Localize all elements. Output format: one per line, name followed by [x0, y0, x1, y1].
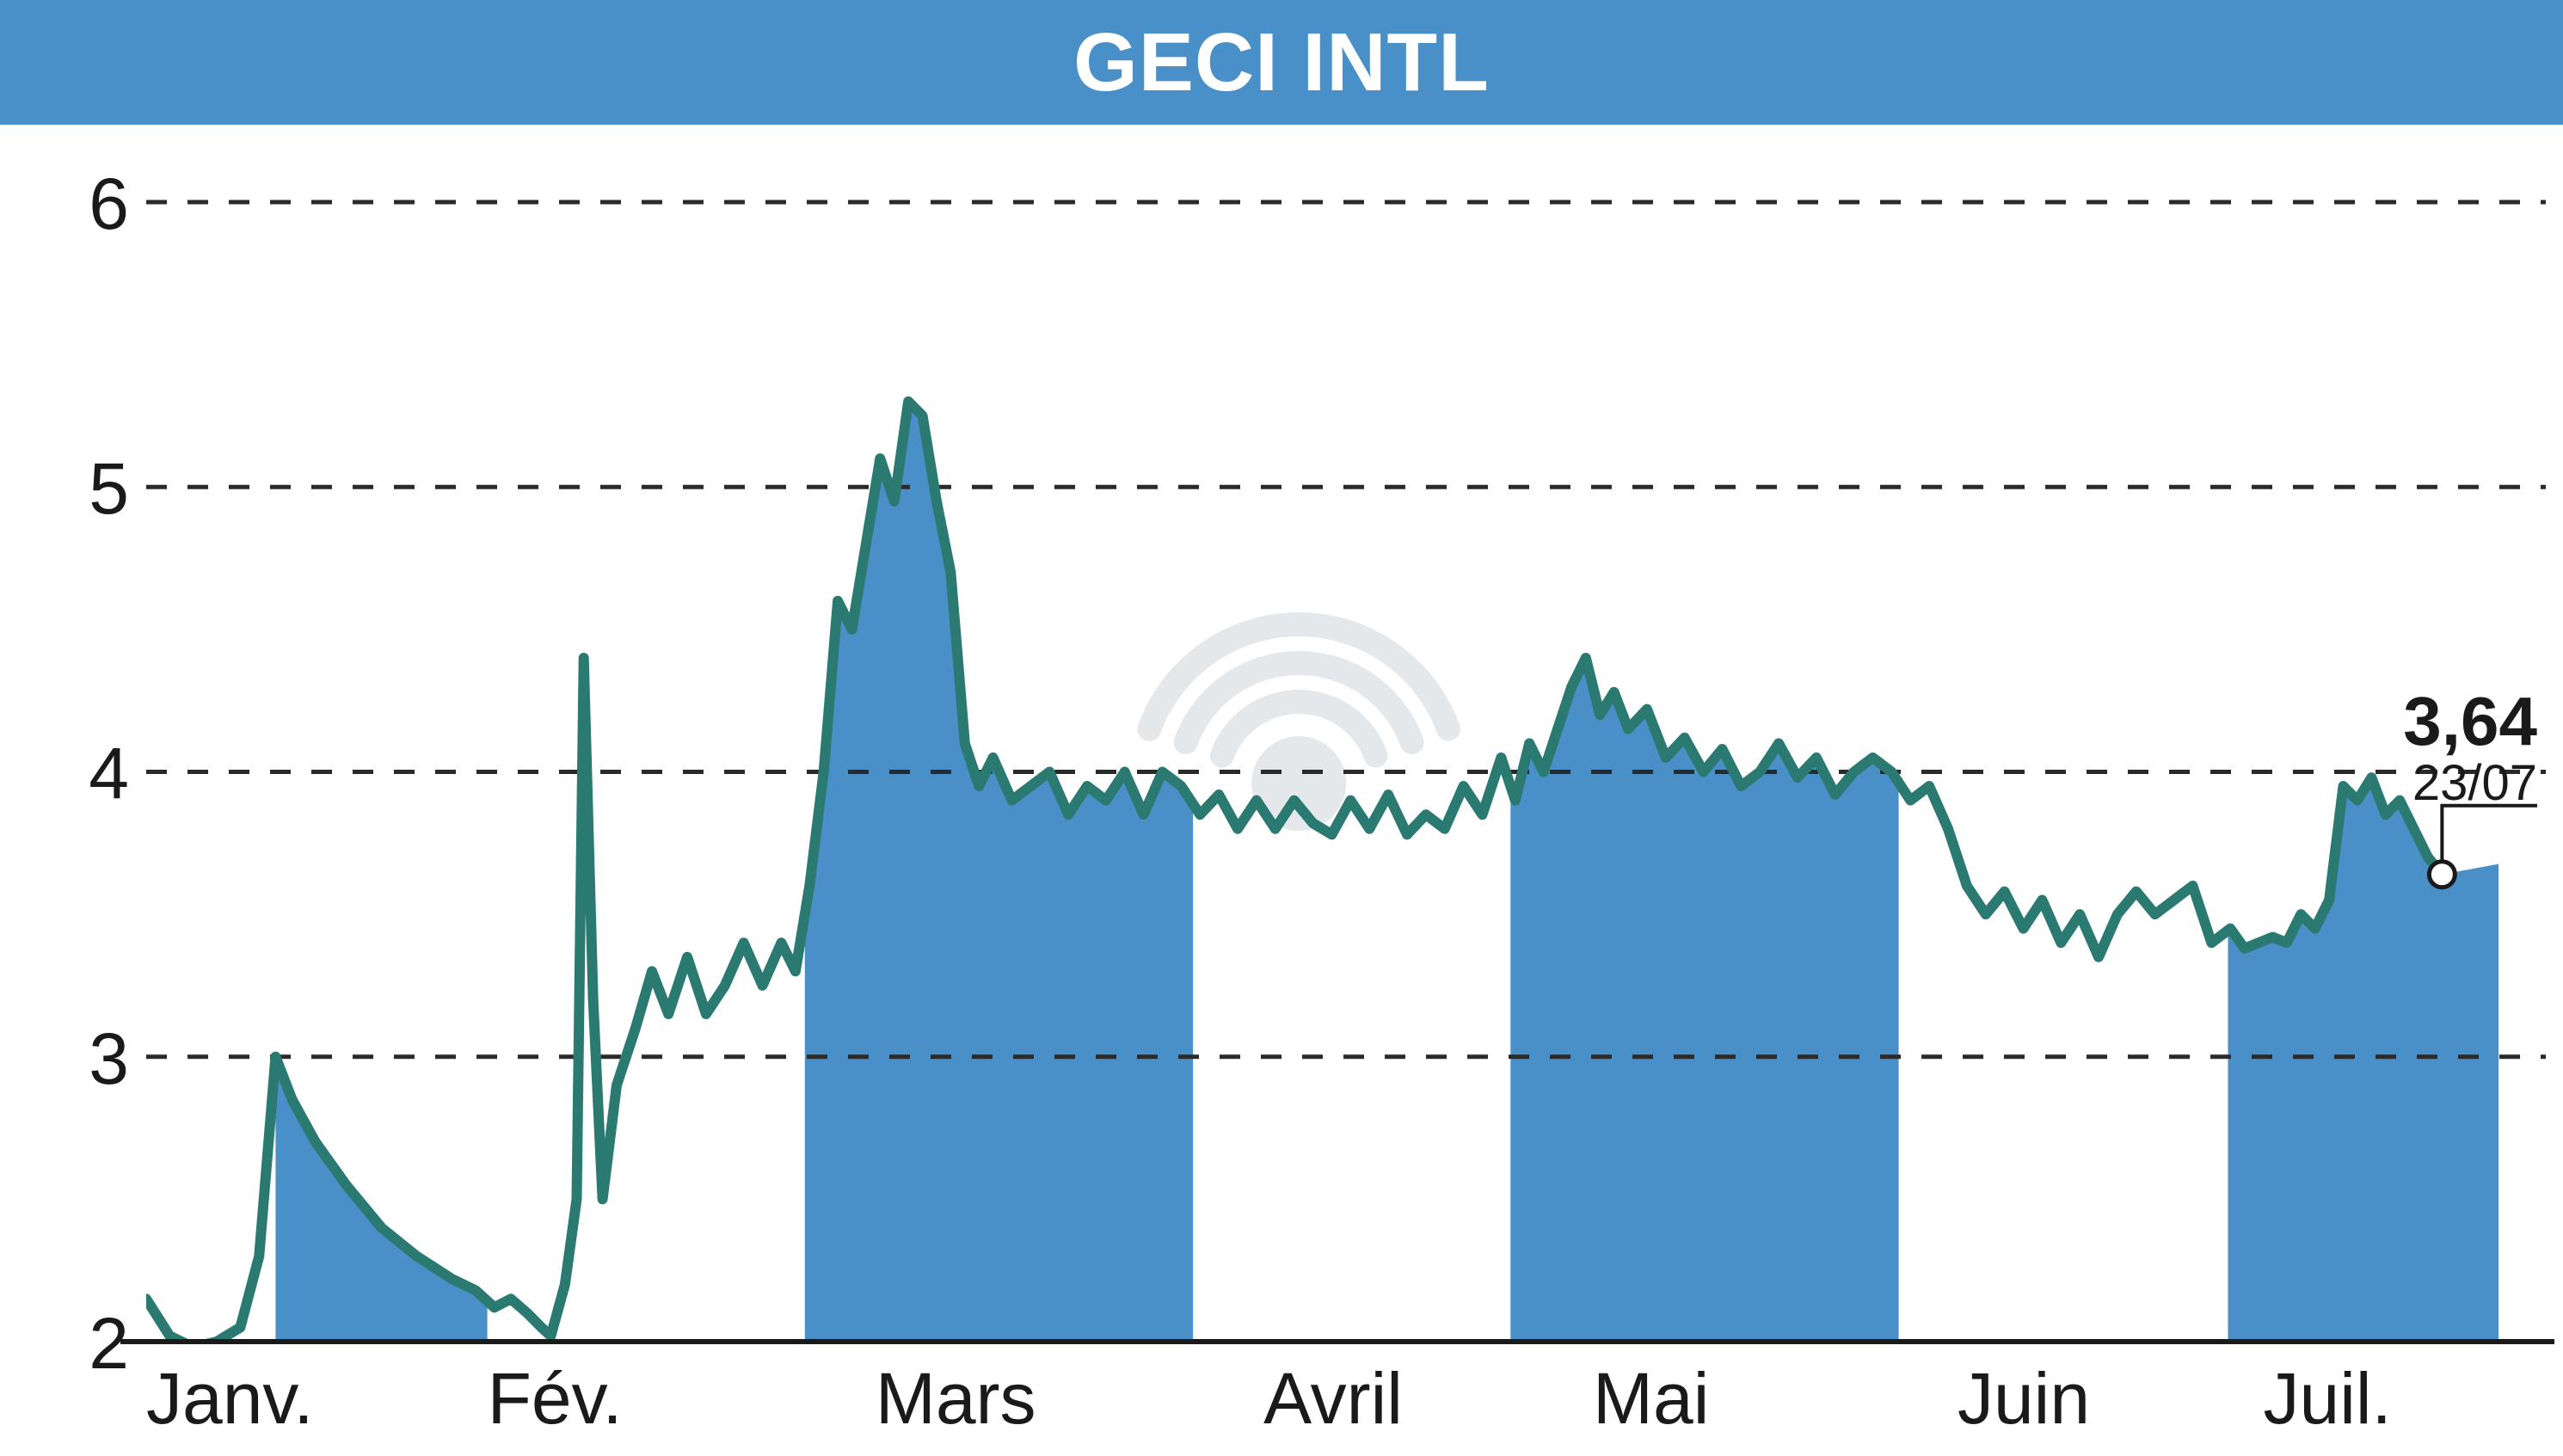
last-value-label: 3,64 [2403, 682, 2537, 761]
x-tick-label: Avril [1263, 1357, 1403, 1441]
chart-container: GECI INTL 23456 Janv.Fév.MarsAvrilMaiJui… [0, 0, 2563, 1456]
x-tick-label: Juin [1958, 1357, 2090, 1441]
last-point-leader [2442, 806, 2537, 862]
last-point-marker [2429, 862, 2455, 888]
y-tick-label: 3 [0, 1017, 129, 1101]
month-shade-bands [275, 402, 2498, 1342]
x-tick-label: Mai [1593, 1357, 1709, 1441]
y-tick-label: 2 [0, 1302, 129, 1385]
y-tick-label: 4 [0, 732, 129, 815]
x-tick-label: Mars [876, 1357, 1036, 1441]
last-date-label: 23/07 [2412, 754, 2537, 812]
y-tick-label: 5 [0, 447, 129, 531]
x-tick-label: Janv. [146, 1357, 314, 1441]
y-tick-label: 6 [0, 163, 129, 246]
price-line [146, 402, 2442, 1348]
chart-svg [0, 0, 2563, 1456]
x-tick-label: Fév. [488, 1357, 623, 1441]
x-tick-label: Juil. [2264, 1357, 2392, 1441]
